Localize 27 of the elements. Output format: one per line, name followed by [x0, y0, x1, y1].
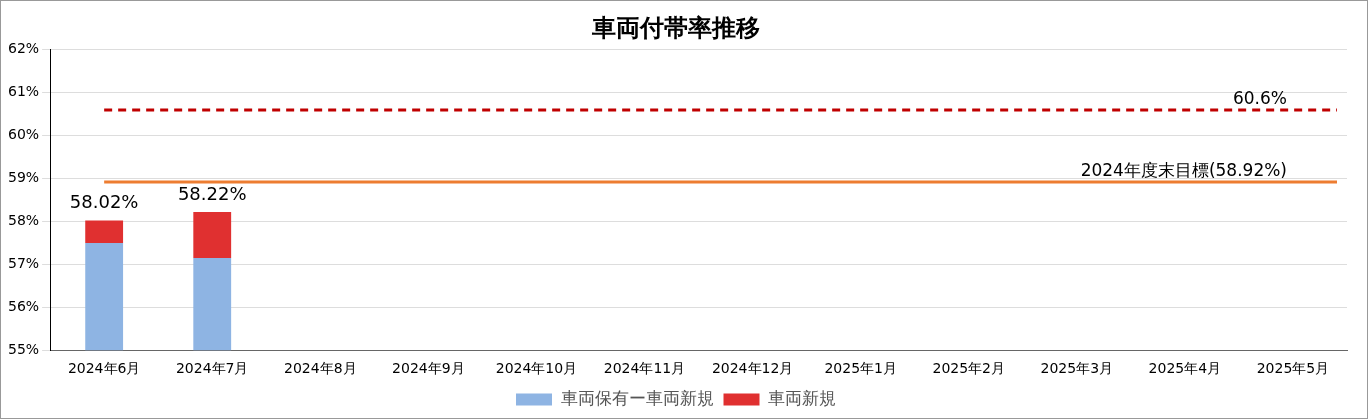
y-tick-label: 59% — [7, 169, 40, 186]
x-tick-label: 2024年12月 — [711, 360, 794, 377]
x-tick-label: 2025年2月 — [932, 360, 1006, 377]
y-tick-label: 55% — [7, 340, 40, 357]
x-tick-label: 2025年1月 — [824, 360, 897, 377]
y-tick-label: 62% — [7, 40, 40, 57]
legend-label: 車両保有ー車両新規 — [560, 387, 714, 408]
y-tick-label: 60% — [7, 126, 40, 143]
x-tick-label: 2024年8月 — [284, 360, 357, 377]
ref-line-label: 2024年度末目標(58.92%) — [1080, 159, 1287, 180]
x-tick-label: 2024年6月 — [67, 360, 141, 377]
ref-line-label: 60.6% — [1232, 87, 1287, 108]
x-tick-label: 2025年4月 — [1148, 360, 1222, 377]
x-tick-label: 2024年10月 — [495, 360, 578, 377]
legend-label: 車両新規 — [768, 387, 836, 408]
x-tick-label: 2025年5月 — [1256, 360, 1330, 377]
total-label: 58.02% — [69, 191, 139, 213]
x-tick-label: 2024年11月 — [603, 360, 686, 377]
x-tick-label: 2025年3月 — [1040, 360, 1114, 377]
y-tick-label: 61% — [7, 83, 40, 100]
y-tick-label: 56% — [7, 297, 40, 314]
y-tick-label: 58% — [7, 212, 40, 229]
total-label: 58.22% — [177, 182, 247, 204]
x-tick-label: 2024年9月 — [392, 360, 465, 377]
chart-title: 車両付帯率推移 — [591, 13, 760, 42]
y-tick-label: 57% — [7, 255, 40, 272]
x-tick-label: 2024年7月 — [175, 360, 249, 377]
